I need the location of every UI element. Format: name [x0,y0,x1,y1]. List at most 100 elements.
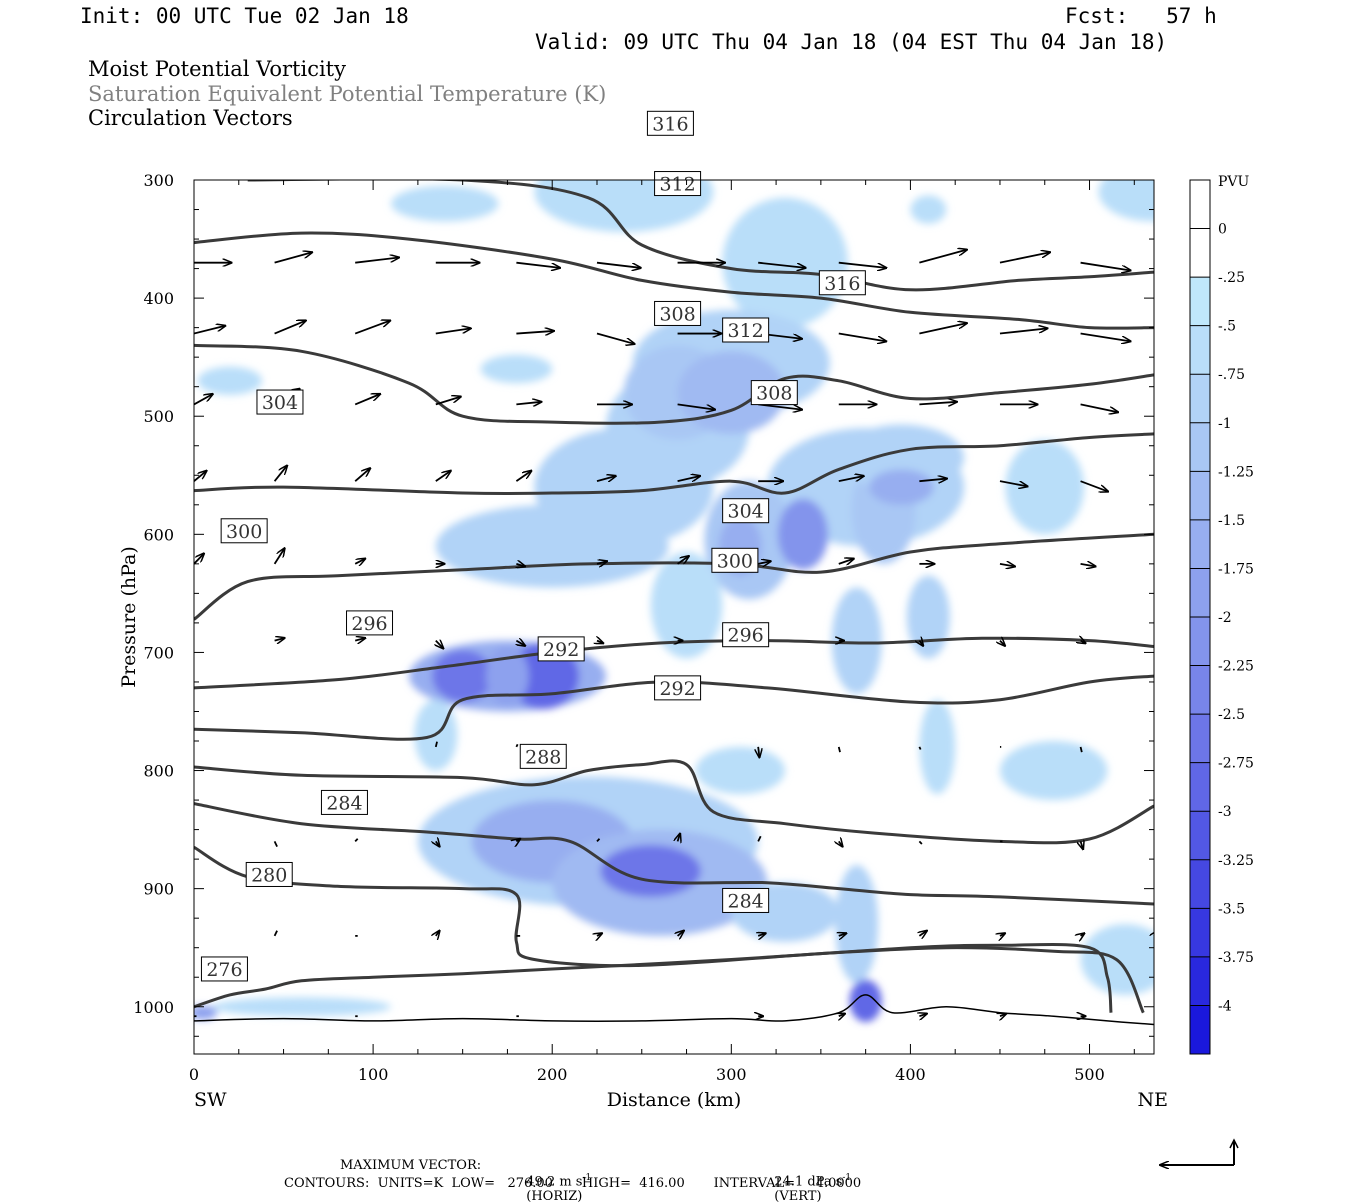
max-vector-vert: 24.1 dPa s-1 (VERT) [766,1158,851,1204]
contour-label-300: 300 [220,518,268,544]
contour-label-292-b-box [654,675,702,701]
vector-8 [838,261,887,268]
reference-vector-icon [1160,1138,1239,1165]
vector-39 [273,466,288,482]
vector-37 [1080,403,1119,412]
vector-44 [677,476,701,483]
vector-72 [1081,641,1086,644]
pv-region-25 [1005,439,1085,535]
vector-82 [436,841,440,846]
pv-region-38 [211,997,392,1017]
contour-label-284-box [320,789,368,815]
vector-47 [919,479,947,482]
x-axis-title: Distance (km) [607,1089,742,1111]
contour-label-312-b: 312 [722,317,770,343]
contour-label-312-b-text: 312 [728,320,764,342]
axes: 0 100 200 300 400 500 300 400 500 600 700 800 900 100… [133,171,1154,1084]
vector-73 [434,741,438,748]
contour-label-316-b-box [818,270,866,296]
vector-48 [999,480,1027,486]
colorbar-swatch-9 [1190,617,1210,667]
theta-contour-316 [247,180,1154,292]
vector-75 [758,746,759,757]
colorbar-label-16: -4 [1218,998,1232,1014]
contour-label-284-b-text: 284 [728,890,764,912]
vector-16 [435,328,471,335]
vector-38 [194,471,207,482]
colorbar-label-0: 0 [1218,222,1227,238]
vert-unit: (VERT) [774,1189,822,1204]
vector-24 [1080,332,1131,342]
contour-label-304-b-box [722,498,770,524]
vert-exponent: -1 [842,1173,852,1183]
vector-96 [678,931,684,936]
valid-time: Valid: 09 UTC Thu 04 Jan 18 (04 EST Thu … [535,30,1168,54]
contour-label-312: 312 [654,171,702,197]
colorbar-label-6: -1.5 [1218,513,1245,529]
colorbar-swatch-2 [1190,277,1210,327]
vector-63 [354,638,365,641]
pv-region-26 [999,741,1108,801]
pv-region-13 [677,351,786,434]
theta-contour-312 [194,231,1154,330]
colorbar-swatch-17 [1190,1005,1210,1055]
contour-label-292-b: 292 [654,675,702,701]
colorbar-swatch-8 [1190,568,1210,618]
vector-100 [1000,933,1005,936]
theta-contour-296 [194,636,1154,690]
contour-label-296-box [346,610,394,636]
vector-56 [677,556,689,565]
contour-label-316: 316 [646,110,694,136]
contour-label-292: 292 [537,636,585,662]
x-tick-label-100: 100 [358,1065,389,1084]
contour-label-292-box [537,636,585,662]
vector-79 [1079,746,1083,753]
vector-43 [596,476,616,481]
vector-62 [274,638,285,641]
max-vector-label: MAXIMUM VECTOR: [340,1158,482,1173]
colorbar-swatch-14 [1190,859,1210,909]
vector-50 [194,553,204,565]
vector-46 [838,476,864,483]
contour-label-304: 304 [256,389,304,415]
y-tick-label-800: 800 [143,762,174,781]
vector-109 [1000,1014,1006,1017]
colorbar-swatch-5 [1190,422,1210,472]
colorbar-swatch-1 [1190,228,1210,278]
vector-60 [999,564,1015,567]
vector-83 [516,839,520,842]
contour-label-284-text: 284 [326,792,362,814]
contour-label-308-b-text: 308 [756,383,792,405]
vector-65 [516,641,525,646]
vector-18 [596,332,635,344]
colorbar-swatch-4 [1190,374,1210,424]
vector-26 [194,394,213,406]
colorbar-label-12: -3 [1218,804,1232,820]
vector-7 [758,261,806,268]
init-time: Init: 00 UTC Tue 02 Jan 18 [80,4,409,28]
pv-region-24 [485,646,529,706]
contour-label-300-b-box [711,547,759,573]
pv-region-37 [1080,924,1154,995]
vector-81 [354,838,359,843]
vector-40 [354,468,370,482]
vector-52 [354,559,365,564]
vector-84 [596,838,601,843]
colorbar-label-15: -3.75 [1218,950,1254,966]
vector-101 [1081,933,1085,936]
terrain-profile [194,994,1154,1026]
vector-87 [839,841,843,846]
colorbar-label-11: -2.75 [1218,756,1254,772]
colorbar-label-3: -.75 [1218,367,1245,383]
colorbar-swatch-12 [1190,762,1210,812]
circulation-vectors [194,250,1154,1017]
vector-51 [273,548,285,565]
y-tick-label-900: 900 [143,880,174,899]
colorbar-swatch-6 [1190,471,1210,521]
colorbar-label-13: -3.25 [1218,853,1254,869]
y-tick-label-400: 400 [143,289,174,308]
x-tick-label-300: 300 [716,1065,747,1084]
contour-label-312-text: 312 [659,174,695,196]
pv-region-41 [391,185,499,222]
pv-region-11 [838,424,965,491]
